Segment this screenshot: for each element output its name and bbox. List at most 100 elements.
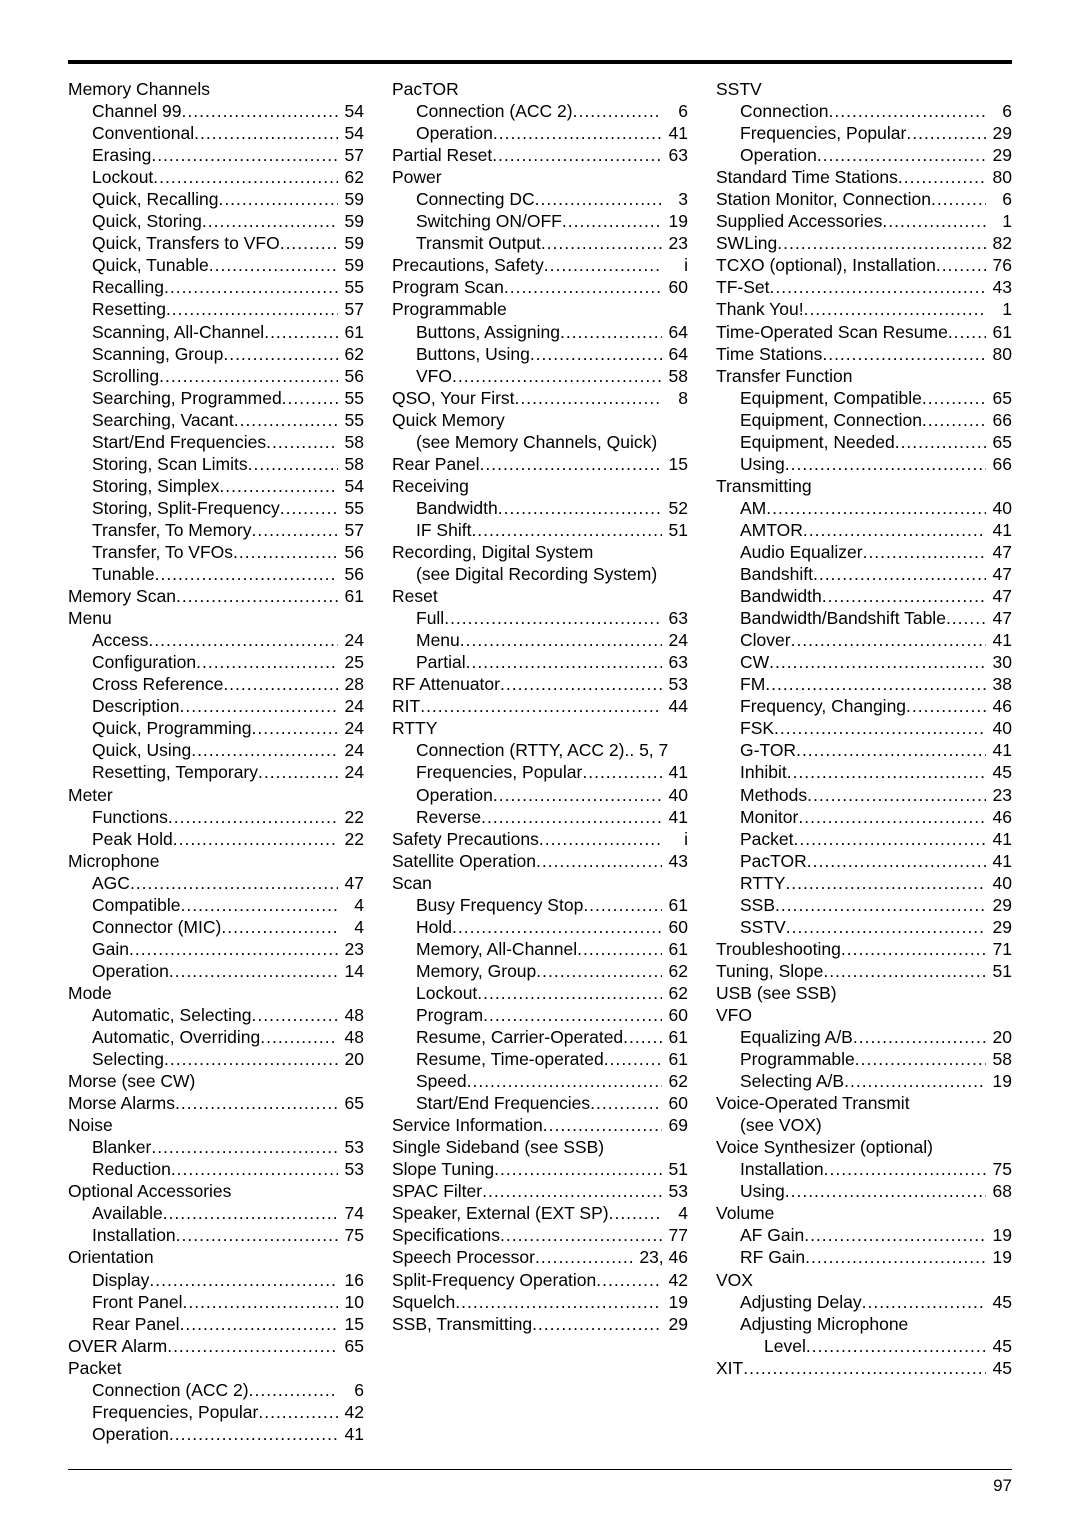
- index-entry: Operation40: [392, 784, 688, 806]
- leader-dots: [862, 1291, 986, 1313]
- entry-page: 29: [662, 1313, 688, 1335]
- entry-label: Transfer Function: [716, 365, 853, 387]
- index-entry: Conventional54: [68, 122, 364, 144]
- entry-page: 47: [986, 607, 1012, 629]
- leader-dots: [822, 585, 986, 607]
- index-entry: Voice-Operated Transmit: [716, 1092, 1012, 1114]
- entry-label: Morse Alarms: [68, 1092, 175, 1114]
- entry-page: 47: [986, 563, 1012, 585]
- leader-dots: [493, 784, 662, 806]
- index-entry: Erasing57: [68, 144, 364, 166]
- entry-page: 61: [662, 1026, 688, 1048]
- entry-page: 45: [986, 761, 1012, 783]
- index-entry: Adjusting Delay45: [716, 1291, 1012, 1313]
- entry-page: 58: [338, 431, 364, 453]
- index-entry: Precautions, Safetyi: [392, 254, 688, 276]
- index-entry: SSTV29: [716, 916, 1012, 938]
- entry-page: 47: [986, 585, 1012, 607]
- index-entry: Tunable56: [68, 563, 364, 585]
- entry-label: Installation: [740, 1158, 824, 1180]
- index-entry: Safety Precautionsi: [392, 828, 688, 850]
- entry-page: 51: [662, 1158, 688, 1180]
- index-entry: Connection (ACC 2)6: [68, 1379, 364, 1401]
- leader-dots: [596, 1269, 662, 1291]
- index-entry: Recalling55: [68, 276, 364, 298]
- entry-label: Reduction: [92, 1158, 171, 1180]
- index-entry: Selecting20: [68, 1048, 364, 1070]
- entry-page: 55: [338, 387, 364, 409]
- entry-page: 62: [662, 960, 688, 982]
- entry-page: 55: [338, 276, 364, 298]
- leader-dots: [530, 343, 662, 365]
- index-entry: Bandwidth/Bandshift Table47: [716, 607, 1012, 629]
- leader-dots: [931, 188, 986, 210]
- leader-dots: [543, 1114, 662, 1136]
- index-entry: Gain23: [68, 938, 364, 960]
- entry-page: 54: [338, 475, 364, 497]
- entry-page: 43: [662, 850, 688, 872]
- leader-dots: [460, 629, 662, 651]
- entry-page: 4: [338, 916, 364, 938]
- entry-page: 15: [662, 453, 688, 475]
- entry-label: Microphone: [68, 850, 159, 872]
- leader-dots: [260, 1026, 338, 1048]
- entry-label: Quick, Using: [92, 739, 191, 761]
- entry-label: Start/End Frequencies: [416, 1092, 590, 1114]
- index-entry: Speech Processor23, 46: [392, 1246, 688, 1268]
- entry-page: 69: [662, 1114, 688, 1136]
- leader-dots: [500, 673, 662, 695]
- entry-page: 16: [338, 1269, 364, 1291]
- entry-page: 23: [338, 938, 364, 960]
- entry-page: 22: [338, 828, 364, 850]
- entry-label: Quick, Transfers to VFO: [92, 232, 280, 254]
- entry-label: (see Memory Channels, Quick): [416, 431, 657, 453]
- entry-label: Thank You!: [716, 298, 804, 320]
- entry-label: Single Sideband (see SSB): [392, 1136, 604, 1158]
- leader-dots: [159, 365, 338, 387]
- index-entry: Optional Accessories: [68, 1180, 364, 1202]
- entry-label: Storing, Split-Frequency: [92, 497, 280, 519]
- entry-page: 59: [338, 210, 364, 232]
- entry-label: Functions: [92, 806, 168, 828]
- entry-label: Connection (RTTY, ACC 2): [416, 739, 624, 761]
- leader-dots: [221, 916, 338, 938]
- index-entry: XIT45: [716, 1357, 1012, 1379]
- entry-label: Standard Time Stations: [716, 166, 898, 188]
- entry-label: Scanning, All-Channel: [92, 321, 264, 343]
- index-entry: SPAC Filter53: [392, 1180, 688, 1202]
- leader-dots: [167, 1335, 338, 1357]
- entry-label: Resetting: [92, 298, 166, 320]
- entry-label: Operation: [416, 784, 493, 806]
- entry-page: 38: [986, 673, 1012, 695]
- entry-page: 65: [338, 1092, 364, 1114]
- entry-label: Resume, Time-operated: [416, 1048, 604, 1070]
- entry-label: Connection: [740, 100, 829, 122]
- leader-dots: [829, 100, 986, 122]
- index-entry: Programmable: [392, 298, 688, 320]
- leader-dots: [164, 276, 338, 298]
- entry-page: 48: [338, 1004, 364, 1026]
- entry-label: Lockout: [416, 982, 477, 1004]
- leader-dots: [196, 651, 338, 673]
- entry-label: Rear Panel: [392, 453, 480, 475]
- entry-page: 45: [986, 1291, 1012, 1313]
- entry-page: 75: [338, 1224, 364, 1246]
- index-entry: USB (see SSB): [716, 982, 1012, 1004]
- index-entry: RF Attenuator53: [392, 673, 688, 695]
- index-entry: Using68: [716, 1180, 1012, 1202]
- leader-dots: [786, 916, 986, 938]
- entry-page: 64: [662, 321, 688, 343]
- entry-page: 41: [662, 122, 688, 144]
- index-entry: Morse Alarms 65: [68, 1092, 364, 1114]
- entry-label: Buttons, Assigning: [416, 321, 560, 343]
- index-entry: Recording, Digital System: [392, 541, 688, 563]
- entry-page: 29: [986, 916, 1012, 938]
- index-entry: Meter: [68, 784, 364, 806]
- entry-page: 61: [662, 1048, 688, 1070]
- leader-dots: [182, 1291, 338, 1313]
- entry-label: Meter: [68, 784, 113, 806]
- leader-dots: [560, 321, 662, 343]
- entry-page: 56: [338, 563, 364, 585]
- entry-label: Adjusting Microphone: [740, 1313, 908, 1335]
- entry-label: RTTY: [740, 872, 785, 894]
